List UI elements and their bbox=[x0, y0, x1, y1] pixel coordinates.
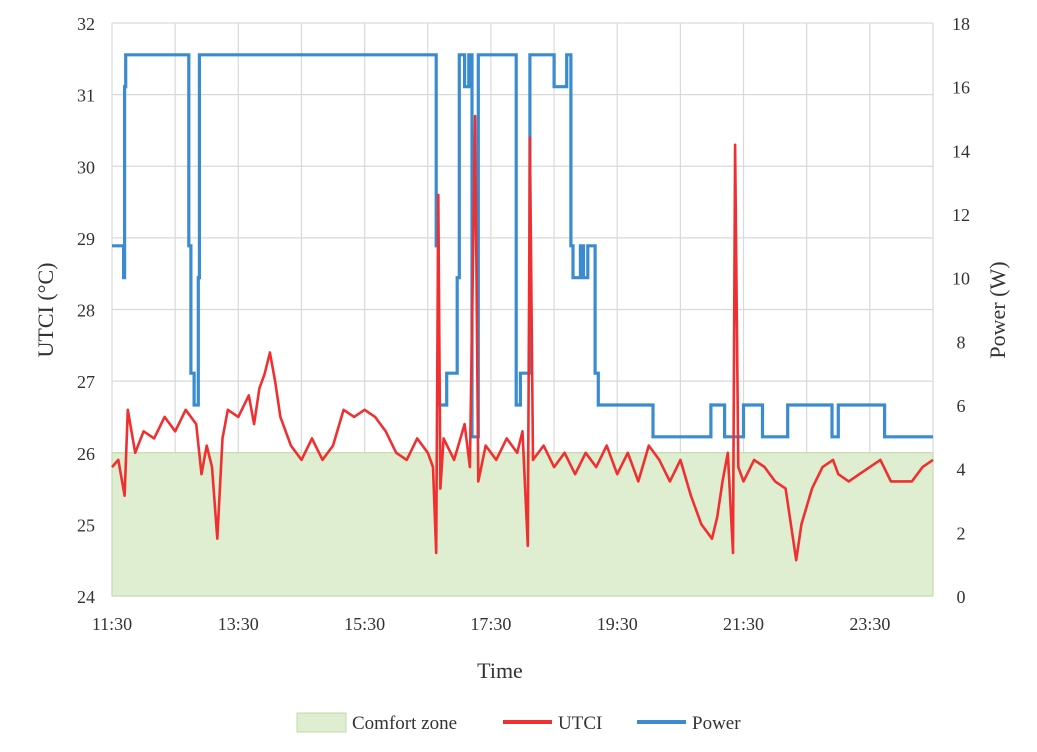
legend-swatch-comfort-zone bbox=[296, 712, 347, 733]
right-tick-label: 10 bbox=[952, 269, 970, 289]
left-tick-label: 27 bbox=[77, 372, 95, 392]
power-series-line bbox=[112, 53, 933, 439]
right-tick-label: 2 bbox=[957, 523, 966, 543]
left-tick-label: 25 bbox=[77, 515, 95, 535]
x-tick-label: 23:30 bbox=[849, 614, 890, 634]
left-tick-label: 31 bbox=[77, 86, 95, 106]
utci-series-line bbox=[111, 114, 934, 562]
left-axis-title: UTCI (°C) bbox=[33, 263, 58, 358]
right-tick-label: 6 bbox=[957, 396, 966, 416]
x-axis-title: Time bbox=[477, 658, 523, 683]
right-tick-label: 12 bbox=[952, 205, 970, 225]
legend-label-utci: UTCI bbox=[558, 713, 602, 734]
left-tick-label: 26 bbox=[77, 444, 95, 464]
right-tick-label: 16 bbox=[952, 78, 970, 98]
left-tick-label: 24 bbox=[77, 587, 95, 607]
right-tick-label: 4 bbox=[957, 460, 966, 480]
right-axis-title: Power (W) bbox=[985, 261, 1010, 358]
x-tick-label: 17:30 bbox=[470, 614, 511, 634]
comfort-zone-band bbox=[111, 452, 934, 597]
right-tick-label: 8 bbox=[957, 332, 966, 352]
x-tick-label: 11:30 bbox=[92, 614, 132, 634]
left-tick-label: 29 bbox=[77, 229, 95, 249]
left-axis-ticks: 24 25 26 27 28 29 30 31 32 bbox=[77, 14, 95, 607]
x-tick-label: 19:30 bbox=[597, 614, 638, 634]
legend-label-comfort-zone: Comfort zone bbox=[352, 713, 457, 734]
x-axis-ticks: 11:30 13:30 15:30 17:30 19:30 21:30 23:30 bbox=[92, 614, 891, 634]
left-tick-label: 28 bbox=[77, 301, 95, 321]
left-tick-label: 32 bbox=[77, 14, 95, 34]
legend-label-power: Power bbox=[692, 713, 741, 734]
left-tick-label: 30 bbox=[77, 157, 95, 177]
right-tick-label: 14 bbox=[952, 141, 970, 161]
right-axis-ticks: 0 2 4 6 8 10 12 14 16 18 bbox=[952, 14, 970, 607]
legend: Comfort zone UTCI Power bbox=[296, 712, 741, 734]
x-tick-label: 21:30 bbox=[723, 614, 764, 634]
x-tick-label: 15:30 bbox=[344, 614, 385, 634]
right-tick-label: 0 bbox=[957, 587, 966, 607]
right-tick-label: 18 bbox=[952, 14, 970, 34]
x-tick-label: 13:30 bbox=[218, 614, 259, 634]
